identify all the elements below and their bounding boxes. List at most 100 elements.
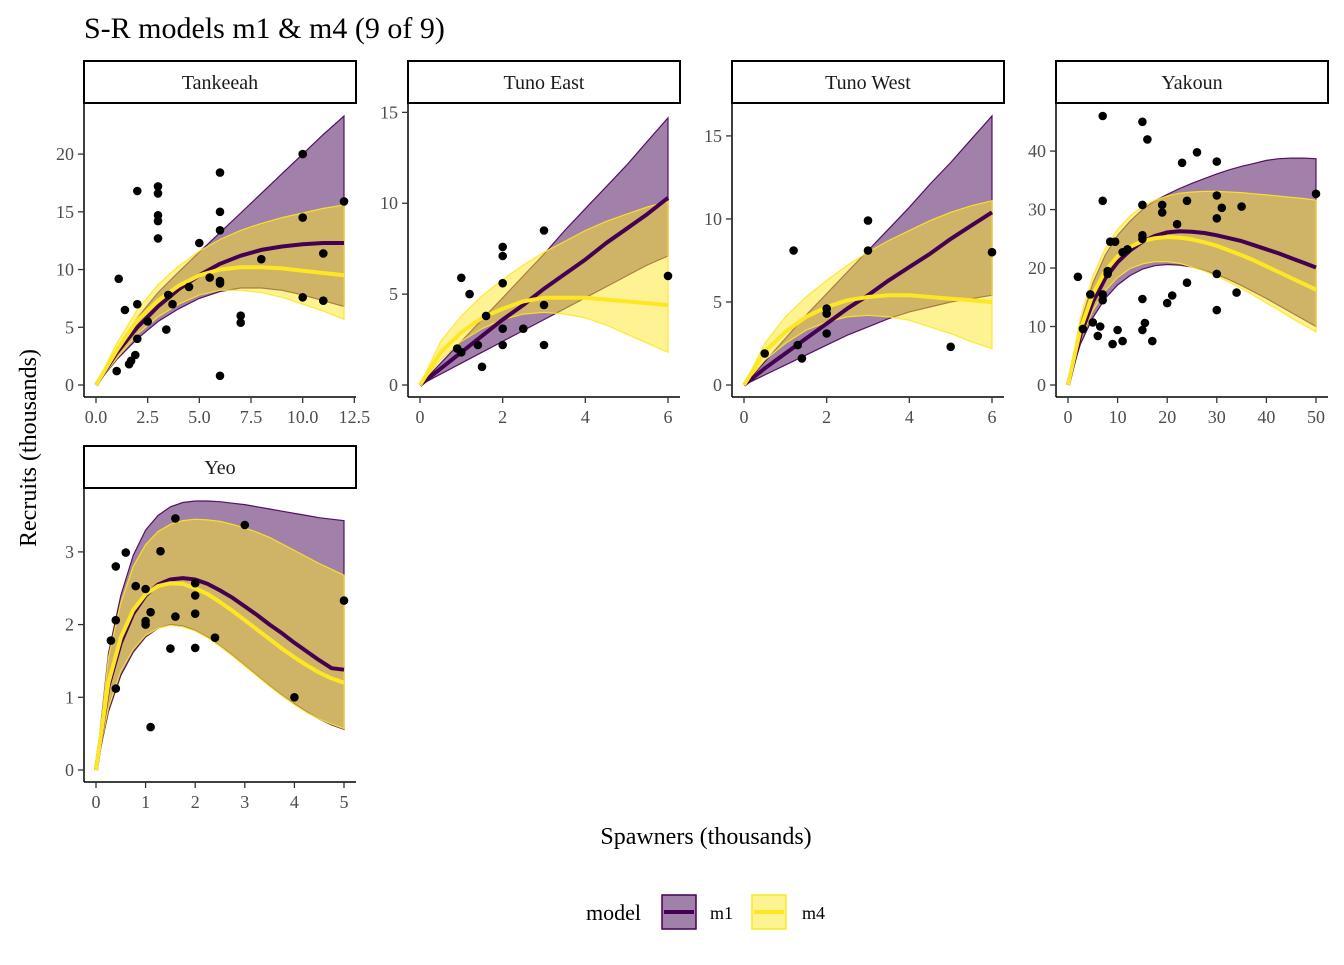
y-tick-label: 0 (65, 760, 74, 780)
x-tick-label: 5.0 (188, 407, 211, 427)
data-point (236, 311, 245, 321)
x-tick-label: 50 (1307, 407, 1325, 427)
facet-strip (407, 60, 681, 104)
data-point (498, 278, 508, 288)
facet-strip (83, 60, 357, 104)
x-axis-label: Spawners (thousands) (600, 824, 811, 850)
x-tick-label: 10 (1109, 407, 1127, 427)
data-point (498, 251, 508, 261)
legend-title: model (586, 900, 641, 925)
facet-strip-label: Tuno West (825, 72, 911, 94)
data-point (164, 290, 173, 300)
data-point (1098, 295, 1107, 305)
data-point (1108, 339, 1117, 349)
data-point (1212, 305, 1222, 315)
data-point (121, 548, 131, 557)
data-point (298, 213, 308, 222)
data-point (215, 279, 225, 288)
data-point (153, 234, 163, 243)
x-tick-label: 10.0 (287, 407, 319, 427)
y-tick-label: 10 (704, 209, 722, 229)
data-point (1217, 203, 1227, 213)
legend-label-m1: m1 (710, 903, 733, 923)
x-tick-label: 2.5 (136, 407, 159, 427)
m1-line (94, 241, 344, 387)
facet-strip (83, 445, 357, 489)
data-point (153, 189, 163, 198)
data-point (120, 305, 130, 315)
data-point (473, 340, 483, 350)
x-tick-label: 40 (1257, 407, 1275, 427)
data-point (133, 334, 142, 344)
legend-label-m4: m4 (802, 903, 825, 923)
data-point (1232, 288, 1241, 297)
data-point (131, 350, 140, 360)
y-tick-label: 40 (1028, 141, 1046, 161)
data-point (1182, 278, 1192, 288)
data-point (319, 296, 328, 306)
data-point (498, 324, 508, 334)
y-tick-label: 15 (56, 202, 74, 222)
data-point (863, 216, 873, 225)
data-point (153, 216, 163, 226)
x-tick-label: 0.0 (85, 407, 108, 427)
m4-ribbon (95, 204, 345, 386)
data-point (114, 274, 123, 284)
data-point (215, 371, 225, 381)
data-point (1177, 158, 1187, 168)
data-point (457, 273, 466, 283)
data-point (1138, 294, 1147, 304)
data-point (319, 249, 328, 258)
x-tick-label: 2 (498, 407, 507, 427)
data-point (760, 349, 769, 358)
data-point (111, 562, 121, 571)
data-point (141, 584, 150, 594)
data-point (1212, 269, 1222, 279)
y-tick-label: 5 (65, 317, 74, 337)
data-point (663, 271, 673, 281)
data-point (146, 722, 155, 732)
y-tick-label: 0 (1037, 375, 1046, 395)
data-point (166, 644, 175, 653)
data-point (162, 325, 171, 334)
y-tick-label: 2 (65, 615, 74, 635)
data-point (498, 242, 508, 252)
data-point (215, 226, 225, 235)
facet-strip (1055, 60, 1329, 104)
facet-strip-label: Tankeeah (182, 72, 258, 94)
data-point (236, 318, 245, 328)
y-tick-label: 5 (389, 284, 398, 304)
data-point (171, 514, 180, 523)
m4-line (94, 581, 345, 771)
data-point (987, 247, 997, 257)
data-point (1095, 322, 1105, 331)
panel-3: Yakoun 0 10 20 30 40 50 0 10 20 30 40 (1028, 60, 1329, 427)
data-point (1098, 111, 1107, 121)
m4-ribbon (95, 518, 345, 771)
y-tick-label: 0 (389, 375, 398, 395)
x-tick-label: 3 (240, 792, 249, 812)
data-point (1098, 196, 1107, 206)
data-point (143, 317, 152, 326)
data-point (171, 612, 180, 621)
panel-0: Tankeeah 0.0 2.5 5.0 7.5 10.0 12.5 0 5 10 15 20 (56, 60, 370, 427)
x-tick-label: 6 (664, 407, 673, 427)
facet-strip-label: Yakoun (1161, 72, 1222, 94)
data-point (1138, 234, 1147, 244)
data-point (539, 300, 549, 310)
m4-line (94, 265, 345, 387)
data-point (339, 197, 349, 206)
data-point (190, 591, 200, 600)
data-point (190, 578, 200, 588)
data-point (106, 636, 116, 645)
data-point (457, 348, 466, 357)
x-tick-label: 4 (905, 407, 914, 427)
m4-line (742, 293, 993, 387)
y-axis-label: Recruits (thousands) (16, 349, 42, 547)
data-point (111, 615, 121, 625)
legend-key-m1 (661, 894, 697, 930)
data-point (539, 340, 549, 350)
panel-1: Tuno East 0 2 4 6 0 5 10 15 (380, 60, 681, 427)
y-tick-label: 20 (1028, 258, 1046, 278)
data-point (141, 620, 150, 629)
